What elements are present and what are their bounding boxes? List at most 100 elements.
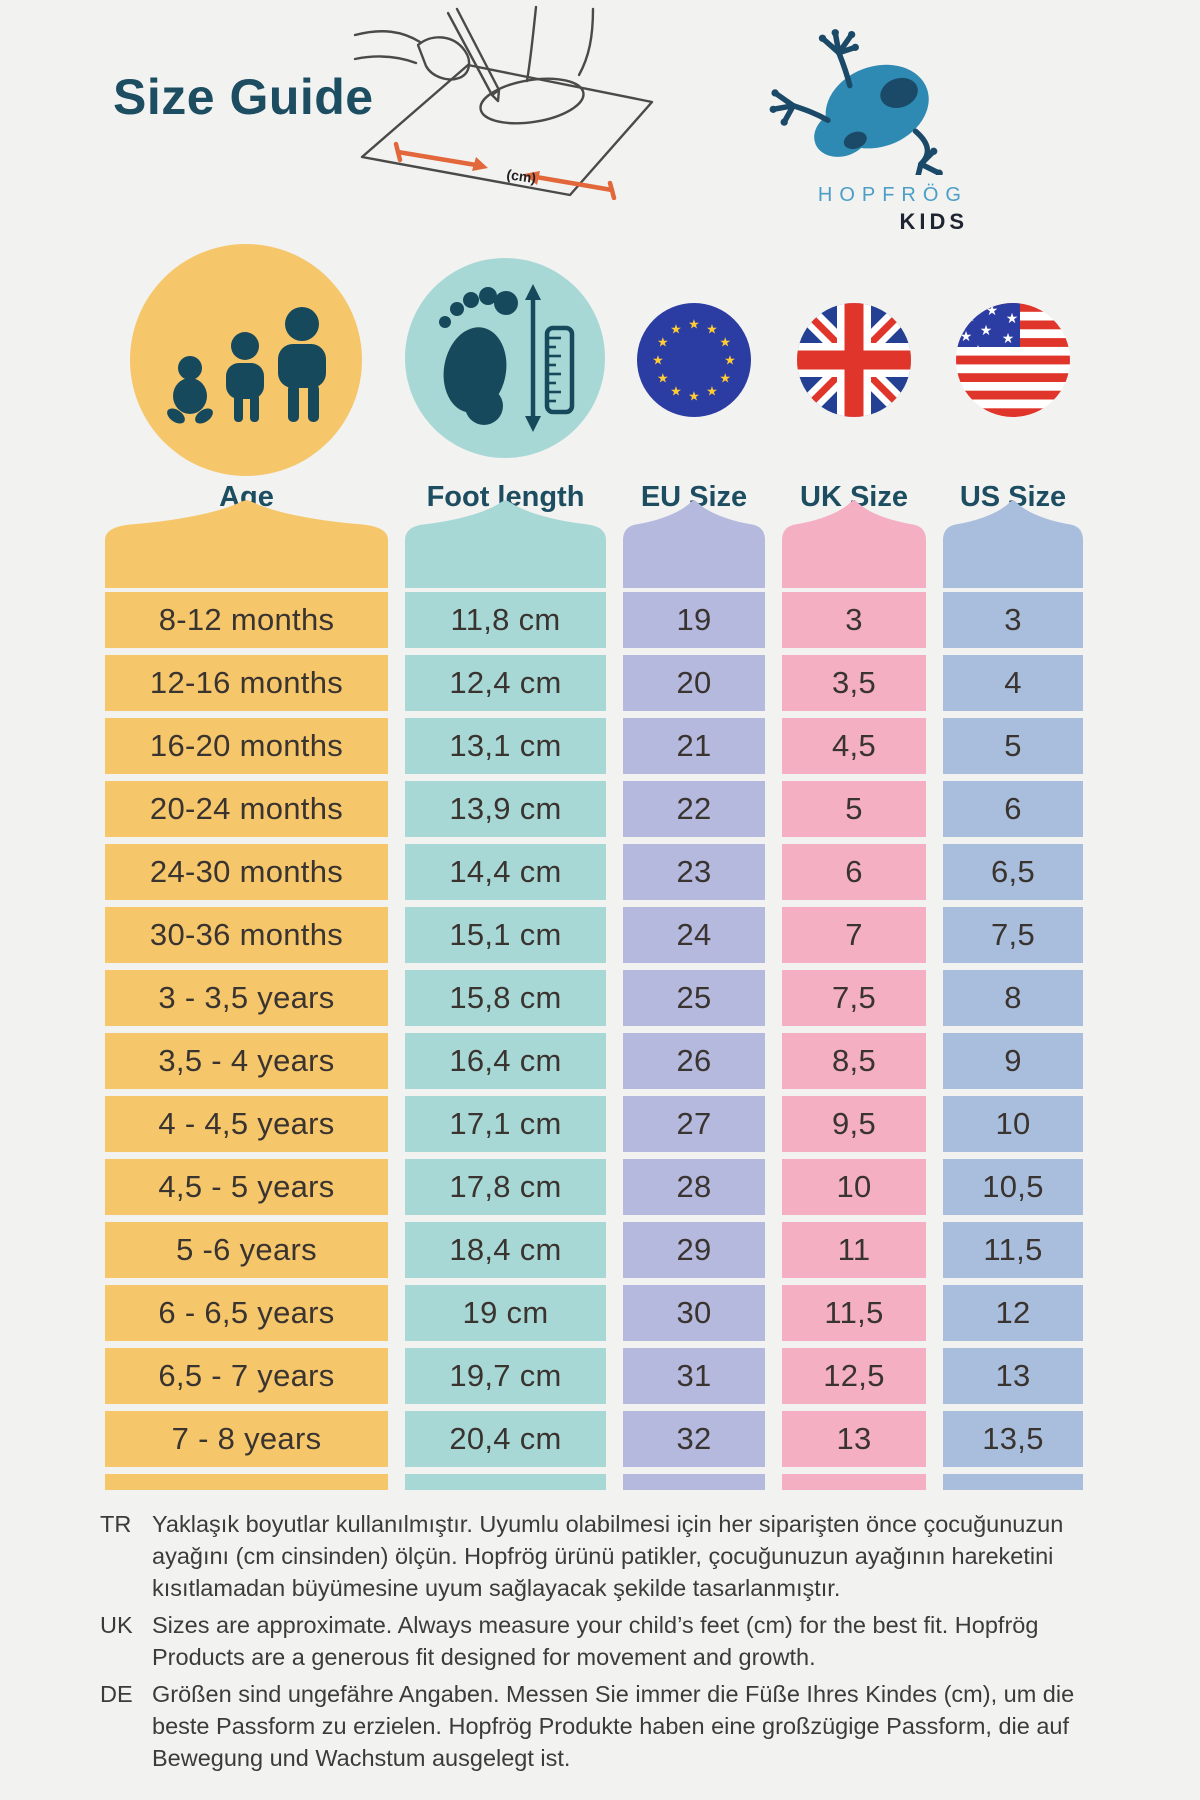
paper-outline bbox=[360, 63, 654, 197]
cell-eu: 25 bbox=[623, 970, 765, 1026]
cell-eu: 20 bbox=[623, 655, 765, 711]
cell-age: 7 - 8 years bbox=[105, 1411, 388, 1467]
cell-us: 4 bbox=[943, 655, 1083, 711]
us-flag-icon: ★ ★ ★ ★ ★ ★ ★ bbox=[956, 303, 1070, 417]
column-arch-foot bbox=[405, 500, 606, 588]
svg-text:★: ★ bbox=[1006, 310, 1019, 326]
cell-eu: 28 bbox=[623, 1159, 765, 1215]
cell-us: 13,5 bbox=[943, 1411, 1083, 1467]
uk-flag-icon bbox=[797, 303, 911, 417]
cell-eu: 21 bbox=[623, 718, 765, 774]
brand-logo: HOPFRÖG KIDS bbox=[728, 20, 968, 235]
notes: TR Yaklaşık boyutlar kullanılmıştır. Uyum… bbox=[100, 1508, 1120, 1779]
cell-uk: 11 bbox=[782, 1222, 926, 1278]
table-cutoff-strip bbox=[405, 1474, 606, 1490]
note-lang-label: TR bbox=[100, 1511, 132, 1537]
cell-foot: 16,4 cm bbox=[405, 1033, 606, 1089]
brand-name: HOPFRÖG bbox=[817, 184, 968, 206]
table-cutoff-strip bbox=[782, 1474, 926, 1490]
cell-us: 13 bbox=[943, 1348, 1083, 1404]
note-tr: TR Yaklaşık boyutlar kullanılmıştır. Uyum… bbox=[100, 1508, 1120, 1604]
svg-text:★: ★ bbox=[706, 384, 718, 399]
svg-text:★: ★ bbox=[688, 389, 700, 404]
svg-text:★: ★ bbox=[657, 371, 669, 386]
cell-foot: 20,4 cm bbox=[405, 1411, 606, 1467]
eu-flag-icon: ★ ★★ ★★★ ★★★ ★★★ bbox=[637, 303, 751, 417]
brand-subtitle: KIDS bbox=[899, 209, 968, 234]
cell-us: 6 bbox=[943, 781, 1083, 837]
column-arch-uk bbox=[782, 500, 926, 588]
cell-age: 12-16 months bbox=[105, 655, 388, 711]
cell-foot: 19,7 cm bbox=[405, 1348, 606, 1404]
hand-outline bbox=[416, 36, 471, 81]
svg-text:★: ★ bbox=[719, 371, 731, 386]
cell-eu: 30 bbox=[623, 1285, 765, 1341]
cell-uk: 8,5 bbox=[782, 1033, 926, 1089]
foot-length-circle bbox=[405, 258, 605, 458]
cell-us: 10,5 bbox=[943, 1159, 1083, 1215]
cell-age: 4,5 - 5 years bbox=[105, 1159, 388, 1215]
cell-us: 7,5 bbox=[943, 907, 1083, 963]
svg-text:★: ★ bbox=[706, 321, 718, 336]
svg-text:★: ★ bbox=[1002, 330, 1015, 346]
cm-label: (cm) bbox=[506, 166, 538, 186]
table-cutoff-strip bbox=[943, 1474, 1083, 1490]
note-text: Größen sind ungefähre Angaben. Messen Si… bbox=[152, 1681, 1075, 1771]
cell-us: 12 bbox=[943, 1285, 1083, 1341]
foot-outline bbox=[479, 77, 585, 125]
cell-us: 3 bbox=[943, 592, 1083, 648]
note-uk: UK Sizes are approximate. Always measure … bbox=[100, 1609, 1120, 1673]
cell-foot: 17,8 cm bbox=[405, 1159, 606, 1215]
cell-age: 6 - 6,5 years bbox=[105, 1285, 388, 1341]
us-flag-circle: ★ ★ ★ ★ ★ ★ ★ bbox=[956, 303, 1070, 417]
svg-text:★: ★ bbox=[719, 335, 731, 350]
cell-age: 5 -6 years bbox=[105, 1222, 388, 1278]
svg-text:★: ★ bbox=[986, 303, 999, 318]
table-cutoff-strip bbox=[623, 1474, 765, 1490]
column-arch-us bbox=[943, 500, 1083, 588]
cell-uk: 10 bbox=[782, 1159, 926, 1215]
size-table: 8-12 months 11,8 cm 19 3 3 12-16 months 12,4 c… bbox=[105, 592, 1083, 1467]
cell-age: 20-24 months bbox=[105, 781, 388, 837]
cell-us: 5 bbox=[943, 718, 1083, 774]
cell-us: 11,5 bbox=[943, 1222, 1083, 1278]
cell-foot: 13,1 cm bbox=[405, 718, 606, 774]
cell-us: 8 bbox=[943, 970, 1083, 1026]
svg-text:★: ★ bbox=[688, 317, 700, 332]
cell-eu: 23 bbox=[623, 844, 765, 900]
age-circle bbox=[130, 244, 362, 476]
cell-foot: 11,8 cm bbox=[405, 592, 606, 648]
cell-uk: 3,5 bbox=[782, 655, 926, 711]
cell-uk: 7,5 bbox=[782, 970, 926, 1026]
cell-us: 6,5 bbox=[943, 844, 1083, 900]
svg-text:★: ★ bbox=[972, 342, 985, 358]
cell-age: 8-12 months bbox=[105, 592, 388, 648]
cell-age: 6,5 - 7 years bbox=[105, 1348, 388, 1404]
svg-text:★: ★ bbox=[670, 321, 682, 336]
cell-age: 4 - 4,5 years bbox=[105, 1096, 388, 1152]
cell-foot: 12,4 cm bbox=[405, 655, 606, 711]
svg-text:★: ★ bbox=[657, 335, 669, 350]
column-arch-eu bbox=[623, 500, 765, 588]
note-lang-label: DE bbox=[100, 1681, 133, 1707]
note-text: Yaklaşık boyutlar kullanılmıştır. Uyumlu… bbox=[152, 1511, 1064, 1601]
cell-foot: 17,1 cm bbox=[405, 1096, 606, 1152]
foot-ruler-icon bbox=[439, 284, 575, 432]
cell-age: 3 - 3,5 years bbox=[105, 970, 388, 1026]
cell-uk: 5 bbox=[782, 781, 926, 837]
frog-icon bbox=[769, 29, 943, 183]
uk-flag-circle bbox=[797, 303, 911, 417]
cell-age: 3,5 - 4 years bbox=[105, 1033, 388, 1089]
eu-flag-circle: ★ ★ ★ ★ ★ ★ ★ ★ ★ ★ ★ ★ bbox=[637, 303, 751, 417]
cell-us: 9 bbox=[943, 1033, 1083, 1089]
cell-eu: 19 bbox=[623, 592, 765, 648]
svg-text:★: ★ bbox=[960, 328, 973, 344]
cell-eu: 31 bbox=[623, 1348, 765, 1404]
cell-foot: 15,1 cm bbox=[405, 907, 606, 963]
svg-text:★: ★ bbox=[670, 384, 682, 399]
cell-age: 24-30 months bbox=[105, 844, 388, 900]
cell-foot: 14,4 cm bbox=[405, 844, 606, 900]
cell-foot: 13,9 cm bbox=[405, 781, 606, 837]
cell-eu: 22 bbox=[623, 781, 765, 837]
cell-age: 30-36 months bbox=[105, 907, 388, 963]
